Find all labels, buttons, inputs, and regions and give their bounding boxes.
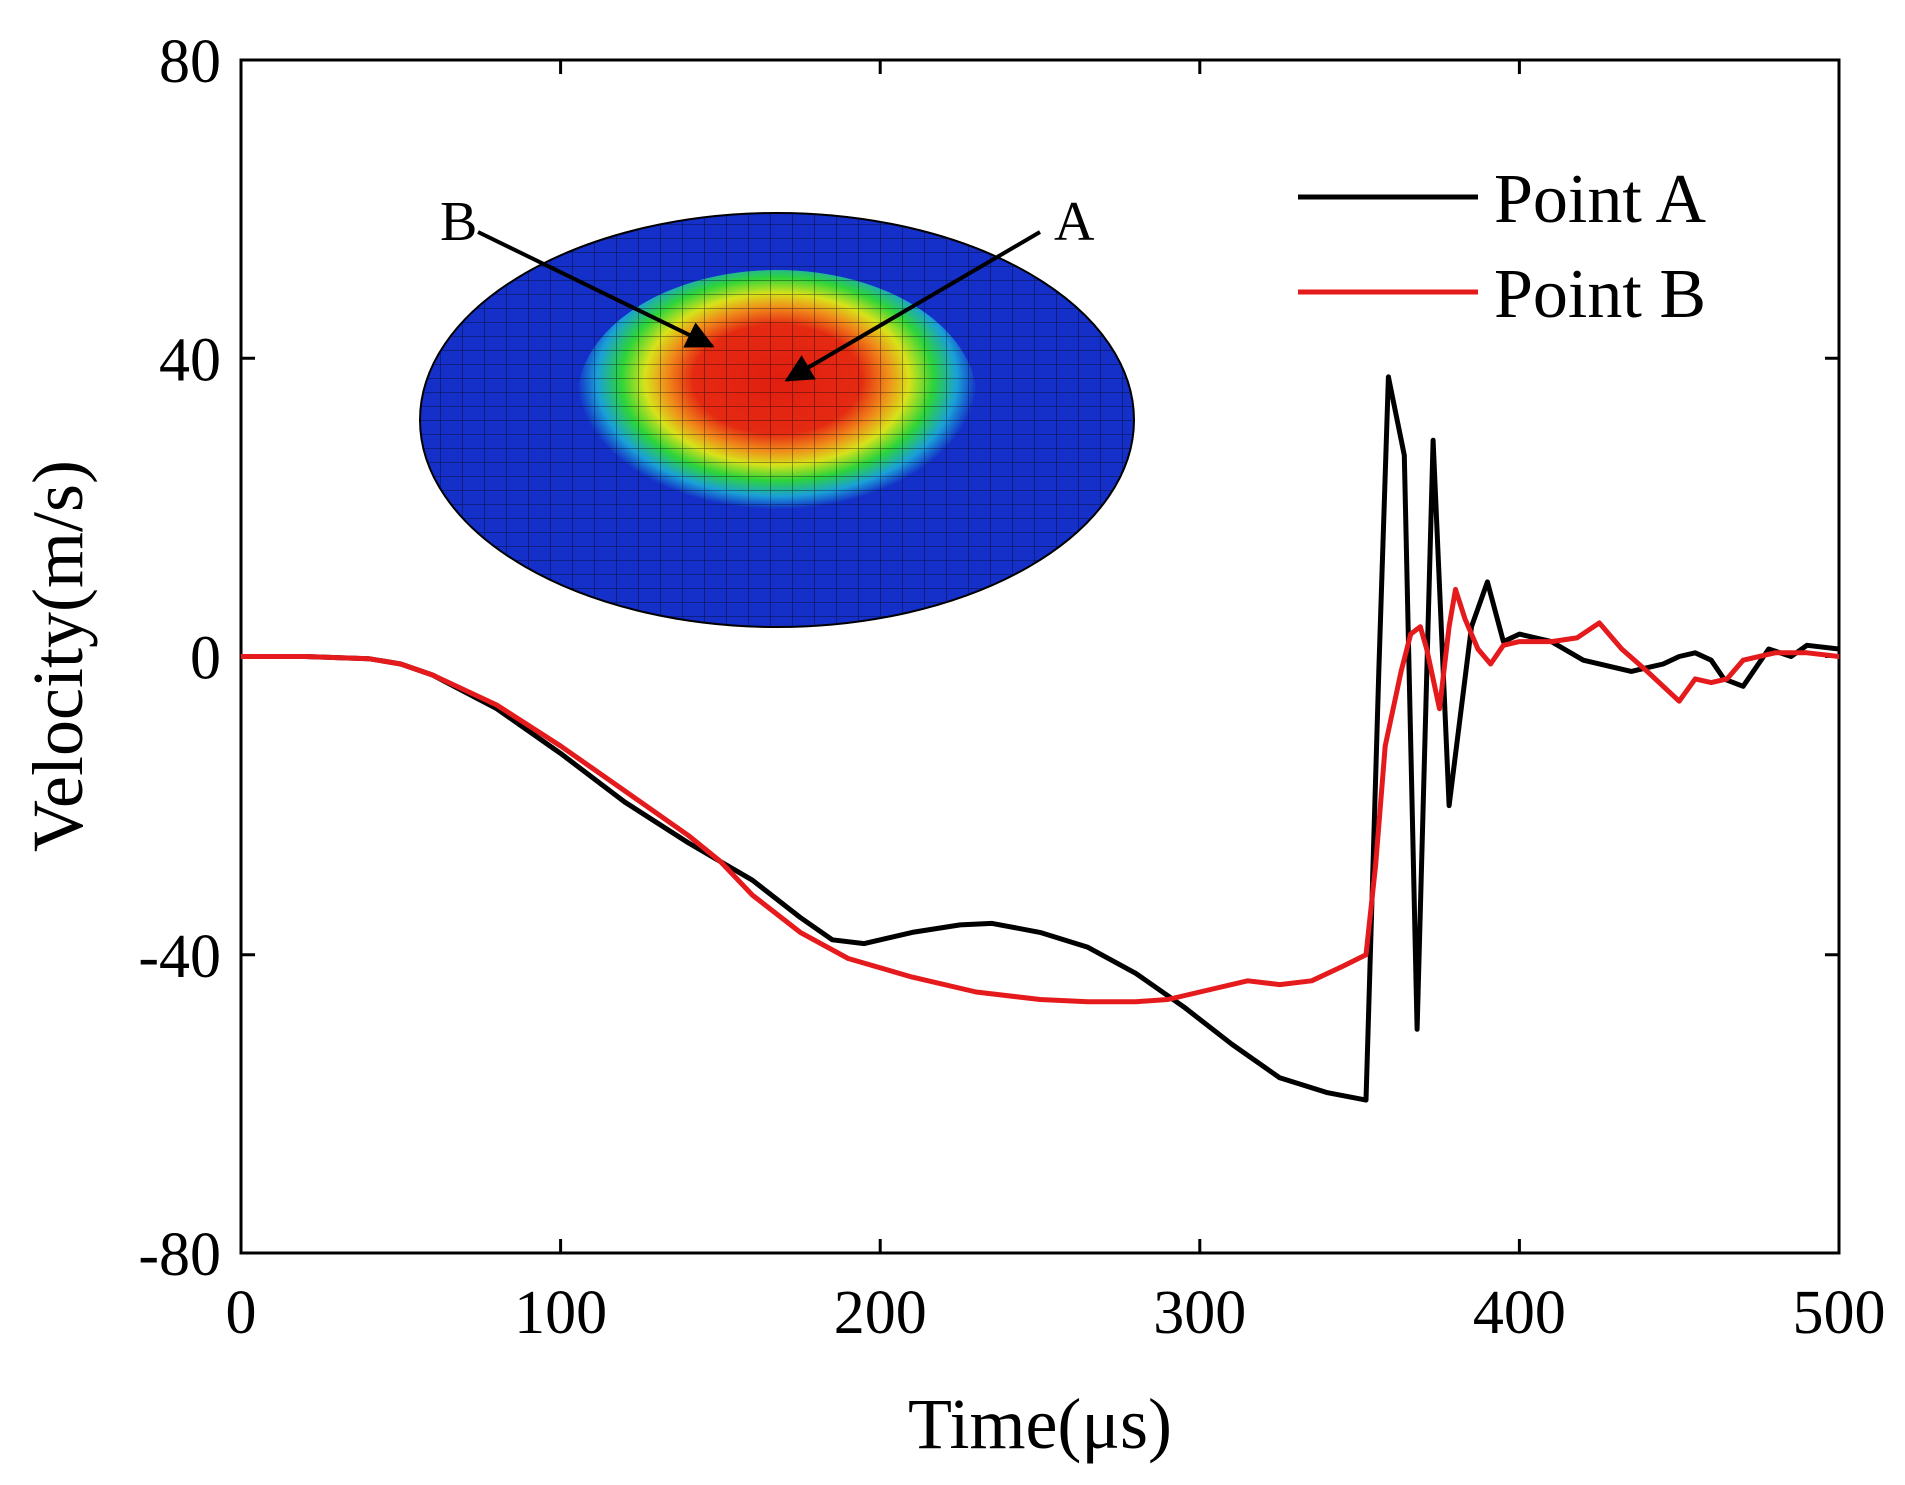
legend-label-a: Point A xyxy=(1494,161,1706,238)
y-tick-label-40: 40 xyxy=(159,326,221,394)
axis-ticks xyxy=(239,58,1841,1255)
x-tick-label-100: 100 xyxy=(514,1279,607,1347)
plot-frame xyxy=(239,58,1841,1255)
arrow-a xyxy=(784,230,1042,382)
inset-label-a: A xyxy=(1054,191,1095,253)
y-tick-label-0: 0 xyxy=(190,625,221,693)
legend: Point A Point B xyxy=(1298,161,1706,333)
x-tick-label-0: 0 xyxy=(226,1279,257,1347)
mesh-overlay xyxy=(420,213,1134,627)
x-tick-label-400: 400 xyxy=(1473,1279,1566,1347)
x-tick-label-500: 500 xyxy=(1793,1279,1886,1347)
x-axis-title: Time(μs) xyxy=(908,1384,1172,1464)
y-tick-label--40: -40 xyxy=(138,923,221,991)
y-tick-label-80: 80 xyxy=(159,28,221,96)
arrow-b xyxy=(477,230,715,348)
legend-label-b: Point B xyxy=(1494,256,1706,333)
inset-plate-model: B A xyxy=(419,191,1135,628)
axis-tick-labels: 0 100 200 300 400 500 -80 -40 0 40 80 xyxy=(138,28,1885,1347)
mesh-outline xyxy=(419,212,1135,628)
series-line-point-a xyxy=(241,374,1839,1103)
x-tick-label-300: 300 xyxy=(1153,1279,1246,1347)
x-tick-label-200: 200 xyxy=(834,1279,927,1347)
y-axis-title: Velocity(m/s) xyxy=(18,460,98,852)
series-layer xyxy=(241,374,1839,1103)
inset-label-b: B xyxy=(440,191,477,253)
series-line-point-b xyxy=(241,586,1839,1005)
y-tick-label--80: -80 xyxy=(138,1221,221,1289)
